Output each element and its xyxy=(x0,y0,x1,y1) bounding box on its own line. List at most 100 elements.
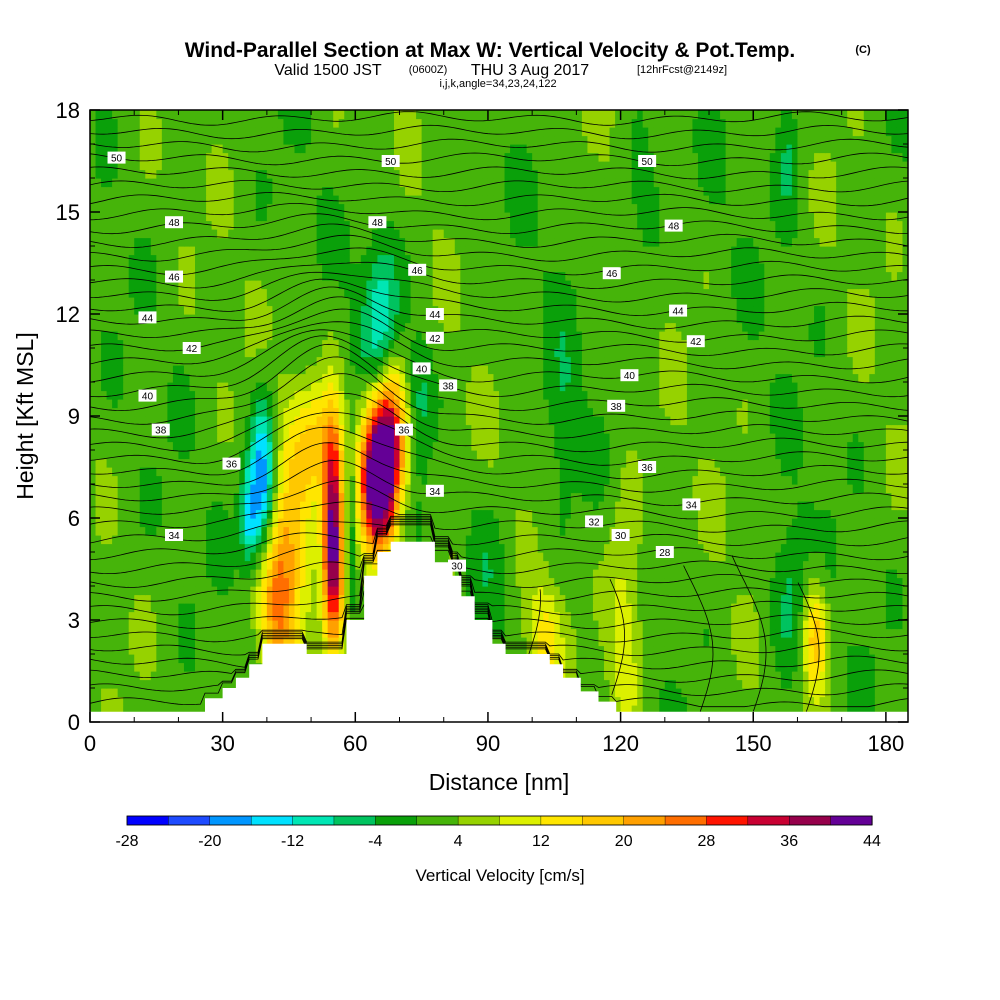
field-cell xyxy=(360,526,367,536)
field-cell xyxy=(775,645,782,655)
field-cell xyxy=(217,611,224,621)
field-cell xyxy=(758,560,765,570)
field-cell xyxy=(670,509,677,519)
field-cell xyxy=(90,467,97,477)
field-cell xyxy=(869,654,876,664)
field-cell xyxy=(421,535,428,545)
field-cell xyxy=(499,620,506,630)
field-cell xyxy=(366,467,373,477)
field-cell xyxy=(747,569,754,579)
field-cell xyxy=(874,671,881,681)
field-cell xyxy=(631,501,638,511)
field-cell xyxy=(344,458,351,468)
field-cell xyxy=(244,441,251,451)
field-cell xyxy=(476,586,484,596)
field-cell xyxy=(239,569,246,579)
field-cell xyxy=(825,671,832,681)
field-cell xyxy=(841,475,848,485)
field-cell xyxy=(642,628,649,638)
field-cell xyxy=(510,433,517,443)
field-cell xyxy=(510,543,517,553)
field-cell xyxy=(902,696,908,706)
field-cell xyxy=(288,526,296,536)
field-cell xyxy=(128,458,135,468)
field-cell xyxy=(244,450,251,460)
field-cell xyxy=(581,467,589,477)
field-cell xyxy=(405,509,412,519)
field-cell xyxy=(537,552,544,562)
field-cell xyxy=(183,543,191,553)
field-cell xyxy=(841,458,848,468)
field-cell xyxy=(670,518,677,528)
field-cell xyxy=(272,492,279,502)
field-cell xyxy=(178,611,185,621)
field-cell xyxy=(692,552,699,562)
field-cell xyxy=(344,543,351,553)
field-cell xyxy=(747,526,754,536)
field-cell xyxy=(653,560,660,570)
field-cell xyxy=(714,450,721,460)
field-cell xyxy=(830,671,837,681)
field-cell xyxy=(460,441,467,451)
field-cell xyxy=(885,594,893,604)
field-cell xyxy=(598,526,605,536)
field-cell xyxy=(841,577,848,587)
field-cell xyxy=(311,586,318,596)
field-cell xyxy=(128,501,135,511)
field-cell xyxy=(902,509,908,519)
field-cell xyxy=(802,569,810,579)
field-cell xyxy=(195,637,202,647)
field-cell xyxy=(714,560,721,570)
field-cell xyxy=(200,543,207,553)
field-cell xyxy=(250,450,257,460)
field-cell xyxy=(758,552,765,562)
field-cell xyxy=(775,518,782,528)
field-cell xyxy=(150,705,157,715)
field-cell xyxy=(880,586,887,596)
field-cell xyxy=(266,458,273,468)
field-cell xyxy=(112,696,119,706)
field-cell xyxy=(117,620,124,630)
field-cell xyxy=(664,509,671,519)
field-cell xyxy=(416,458,423,468)
field-cell xyxy=(902,688,908,698)
field-cell xyxy=(482,458,489,468)
field-cell xyxy=(106,696,113,706)
field-cell xyxy=(648,441,655,451)
field-cell xyxy=(808,467,815,477)
field-cell xyxy=(283,637,290,647)
field-cell xyxy=(206,535,213,545)
field-cell xyxy=(189,577,196,587)
field-cell xyxy=(416,535,423,545)
field-cell xyxy=(510,637,517,647)
field-cell xyxy=(311,484,318,494)
field-cell xyxy=(686,560,694,570)
field-cell xyxy=(609,645,616,655)
field-cell xyxy=(123,696,130,706)
field-cell xyxy=(852,543,859,553)
field-cell xyxy=(206,620,213,630)
field-cell xyxy=(449,475,456,485)
field-cell xyxy=(637,654,644,664)
field-cell xyxy=(825,603,832,613)
field-cell xyxy=(405,475,412,485)
field-cell xyxy=(570,628,577,638)
field-cell xyxy=(802,543,810,553)
field-cell xyxy=(117,535,124,545)
field-cell xyxy=(134,569,141,579)
field-cell xyxy=(189,671,196,681)
field-cell xyxy=(128,560,135,570)
field-cell xyxy=(791,611,799,621)
field-cell xyxy=(703,654,710,664)
field-cell xyxy=(316,450,323,460)
field-cell xyxy=(161,671,168,681)
field-cell xyxy=(217,560,224,570)
field-cell xyxy=(587,662,594,672)
field-cell xyxy=(239,577,246,587)
field-cell xyxy=(161,577,168,587)
field-cell xyxy=(830,611,837,621)
field-cell xyxy=(106,662,113,672)
field-cell xyxy=(316,586,323,596)
field-cell xyxy=(355,535,362,545)
field-cell xyxy=(200,671,207,681)
